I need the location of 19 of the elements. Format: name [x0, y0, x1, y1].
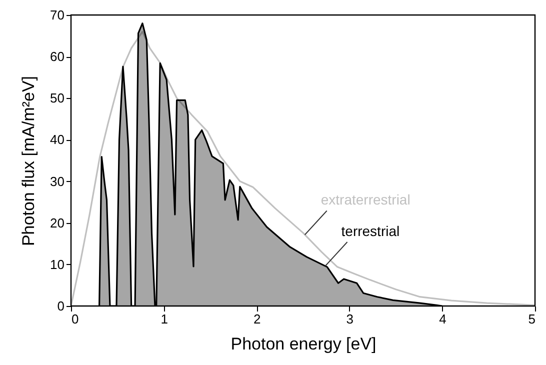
y-tick-label: 10 — [50, 256, 64, 272]
x-tick-label: 3 — [346, 312, 354, 326]
x-tick-label: 4 — [439, 312, 446, 326]
text: terrestrial — [341, 223, 400, 240]
x-axis-title: Photon energy [eV] — [230, 334, 376, 354]
y-tick-label: 40 — [50, 132, 64, 148]
x-tick-label: 0 — [72, 312, 79, 326]
y-tick-label: 0 — [57, 298, 64, 314]
text: extraterrestrial — [320, 192, 410, 208]
x-tick-label: 1 — [160, 312, 168, 326]
y-tick-label: 30 — [50, 174, 64, 189]
y-axis-title: Photon flux [mA/m²eV] — [19, 76, 38, 246]
x-tick-label: 5 — [528, 312, 536, 326]
y-tick-label: 60 — [50, 49, 64, 64]
y-tick-label: 20 — [50, 215, 64, 230]
y-tick-label: 50 — [50, 90, 64, 106]
y-tick-label: 70 — [50, 8, 64, 22]
x-tick-label: 2 — [253, 312, 261, 326]
line-series — [71, 30, 535, 306]
